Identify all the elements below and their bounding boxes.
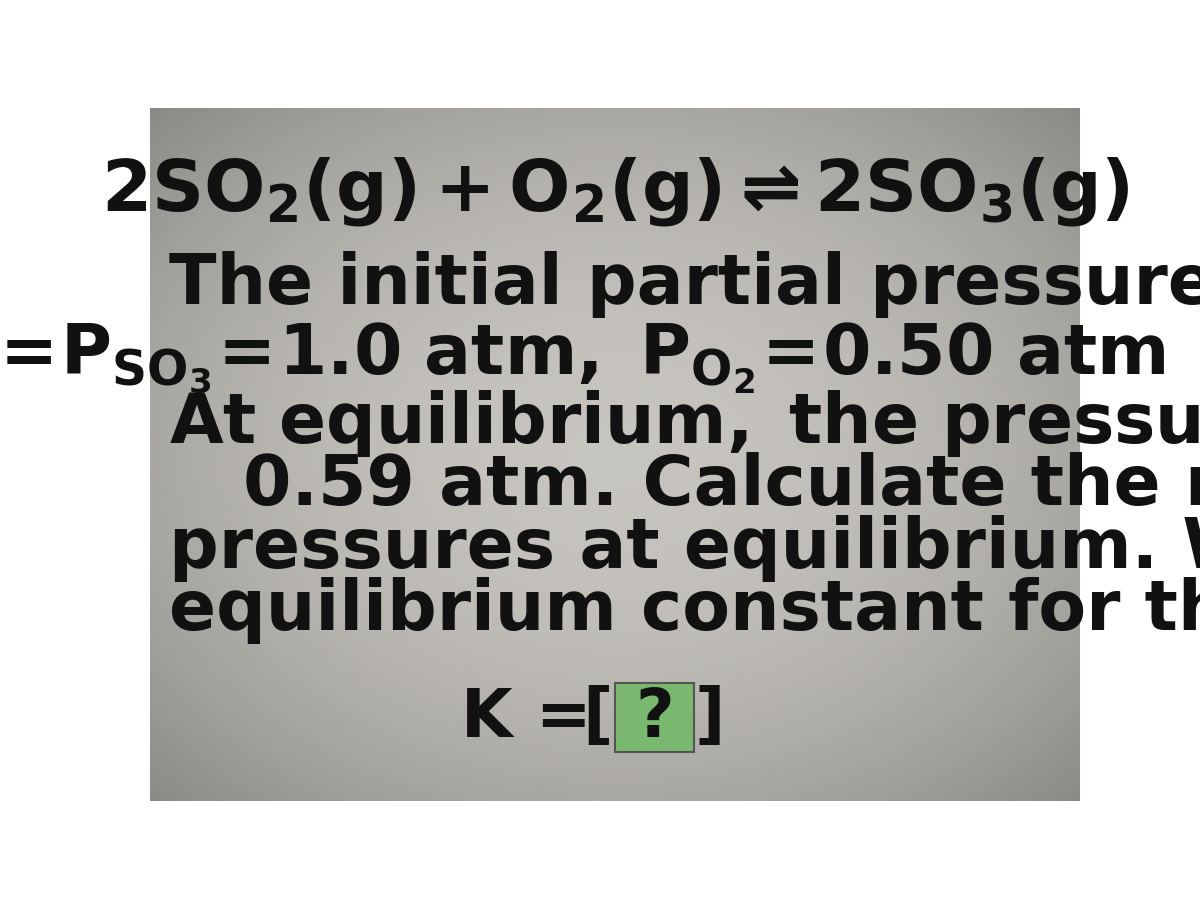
Text: $\mathbf{P_{SO_2}\!=\!P_{SO_3}\!=\!1.0\ atm,\ P_{O_2}\!=\!0.50\ atm}$: $\mathbf{P_{SO_2}\!=\!P_{SO_3}\!=\!1.0\ … <box>0 320 1165 395</box>
Text: The initial partial pressures are below.: The initial partial pressures are below. <box>168 251 1200 319</box>
Text: ]: ] <box>694 685 725 751</box>
Text: pressures at equilibrium. What is the: pressures at equilibrium. What is the <box>168 515 1200 581</box>
Text: [: [ <box>583 685 613 751</box>
Text: $\mathbf{At\ equilibrium,\ the\ pressure\ of\ SO_3\ is}$: $\mathbf{At\ equilibrium,\ the\ pressure… <box>168 388 1200 459</box>
Text: K =: K = <box>461 685 616 751</box>
Text: equilibrium constant for the reaction?: equilibrium constant for the reaction? <box>168 577 1200 644</box>
Text: 0.59 atm. Calculate the remaining: 0.59 atm. Calculate the remaining <box>242 452 1200 519</box>
FancyBboxPatch shape <box>616 683 694 752</box>
Text: $\mathbf{2SO_2(g) + O_2(g) \rightleftharpoons 2SO_3(g)}$: $\mathbf{2SO_2(g) + O_2(g) \rightlefthar… <box>101 155 1129 228</box>
Text: ?: ? <box>635 685 674 751</box>
